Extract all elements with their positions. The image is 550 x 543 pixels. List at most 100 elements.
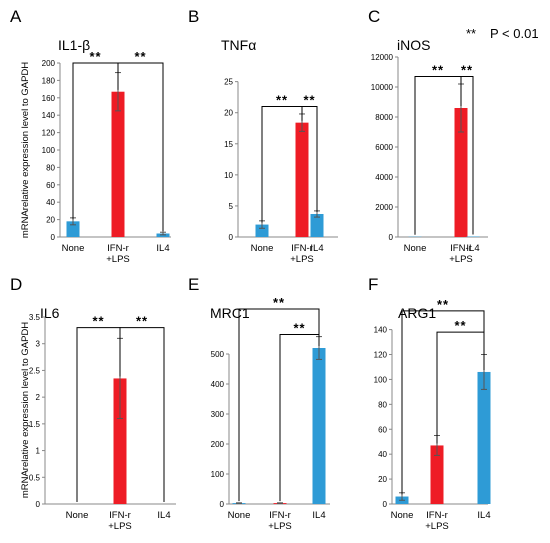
significance-label: **	[89, 49, 101, 64]
y-tick-label: 140	[374, 326, 388, 335]
y-tick-label: 120	[42, 129, 56, 138]
bar	[477, 371, 491, 504]
y-tick-label: 3.5	[29, 313, 41, 322]
y-axis-label: mRNArelative expression level to GAPDH	[20, 62, 31, 238]
category-label: +LPS	[106, 254, 130, 265]
significance-bracket	[301, 106, 318, 213]
y-tick-label: 6000	[375, 143, 393, 152]
chart-title: IL1-β	[58, 37, 90, 53]
significance-note: P < 0.01	[490, 26, 539, 41]
y-axis-label: mRNArelative expression level to GAPDH	[20, 322, 31, 498]
y-tick-label: 100	[211, 470, 225, 479]
y-tick-label: 1	[36, 447, 41, 456]
y-tick-label: 160	[42, 94, 56, 103]
category-label: +LPS	[449, 254, 473, 265]
y-tick-label: 2000	[375, 203, 393, 212]
category-label: IFN-r	[107, 243, 129, 254]
category-label: None	[62, 243, 85, 254]
y-tick-label: 80	[378, 400, 387, 409]
significance-bracket	[119, 327, 165, 502]
bar	[255, 224, 269, 237]
significance-marker: **	[466, 26, 476, 41]
y-tick-label: 400	[211, 380, 225, 389]
significance-label: **	[276, 93, 288, 108]
y-tick-label: 100	[374, 375, 388, 384]
y-tick-label: 10	[224, 171, 233, 180]
bar	[113, 378, 127, 504]
y-tick-label: 15	[224, 140, 233, 149]
panel-letter: D	[10, 275, 22, 294]
y-tick-label: 60	[378, 425, 387, 434]
category-label: None	[404, 243, 427, 254]
panel-d: D IL6 mRNArelative expression level to GAP…	[10, 275, 176, 532]
significance-label: **	[437, 297, 449, 312]
y-tick-label: 300	[211, 410, 225, 419]
y-tick-label: 0	[36, 500, 41, 509]
y-tick-label: 20	[378, 475, 387, 484]
y-tick-label: 12000	[371, 53, 394, 62]
significance-label: **	[92, 314, 104, 329]
significance-label: **	[293, 321, 305, 336]
y-tick-label: 40	[46, 198, 55, 207]
y-tick-label: 200	[211, 440, 225, 449]
category-label: +LPS	[290, 254, 314, 265]
y-tick-label: 0	[220, 500, 225, 509]
significance-bracket	[414, 76, 462, 235]
category-label: +LPS	[425, 521, 449, 532]
y-tick-label: 20	[46, 216, 55, 225]
category-label: None	[251, 243, 274, 254]
category-label: IL4	[310, 243, 323, 254]
y-tick-label: 1.5	[29, 420, 41, 429]
panel-letter: B	[188, 7, 199, 26]
y-tick-label: 10000	[371, 83, 394, 92]
category-label: IFN-r	[291, 243, 313, 254]
significance-label: **	[432, 63, 444, 78]
panel-letter: E	[188, 275, 199, 294]
panel-e: E MRC1 0 100 200 300 400 500 None IFN-r+LPS IL4 ** *…	[188, 275, 330, 532]
chart-title: TNFα	[221, 37, 256, 53]
significance-bracket	[460, 76, 474, 235]
category-label: None	[228, 510, 251, 521]
category-label: +LPS	[268, 521, 292, 532]
significance-bracket	[117, 62, 164, 232]
y-tick-label: 500	[211, 350, 225, 359]
chart-title: IL6	[40, 305, 60, 321]
significance-bracket	[238, 308, 320, 502]
panel-f: F ARG1 0 20 40 60 80 100 120 140 None IFN-r+LPS IL4 *…	[368, 275, 491, 532]
y-tick-label: 0.5	[29, 473, 41, 482]
y-tick-label: 2	[36, 393, 41, 402]
y-tick-label: 8000	[375, 113, 393, 122]
panel-a: A IL1-β mRNArelative expression level to G…	[10, 7, 171, 265]
y-tick-label: 20	[224, 109, 233, 118]
significance-bracket	[436, 331, 485, 444]
y-tick-label: 100	[42, 146, 56, 155]
panel-letter: A	[10, 7, 22, 26]
bar	[111, 91, 125, 238]
category-label: IFN-r	[109, 510, 131, 521]
significance-label: **	[461, 63, 473, 78]
y-tick-label: 4000	[375, 173, 393, 182]
bar	[454, 108, 468, 237]
chart-title: ARG1	[398, 305, 436, 321]
category-label: IL4	[466, 243, 479, 254]
y-tick-label: 3	[36, 340, 41, 349]
significance-label: **	[454, 318, 466, 333]
category-label: IL4	[477, 510, 490, 521]
y-tick-label: 80	[46, 163, 55, 172]
significance-bracket	[279, 334, 320, 502]
bar	[430, 445, 444, 504]
bar	[312, 348, 326, 504]
y-tick-label: 180	[42, 76, 56, 85]
y-tick-label: 0	[383, 500, 388, 509]
panel-letter: C	[368, 7, 380, 26]
category-label: IL4	[312, 510, 325, 521]
y-tick-label: 120	[374, 351, 388, 360]
y-tick-label: 0	[51, 233, 56, 242]
y-tick-label: 0	[389, 233, 394, 242]
category-label: IFN-r	[426, 510, 448, 521]
significance-label: **	[303, 93, 315, 108]
panel-letter: F	[368, 275, 378, 294]
chart-title: MRC1	[210, 305, 250, 321]
